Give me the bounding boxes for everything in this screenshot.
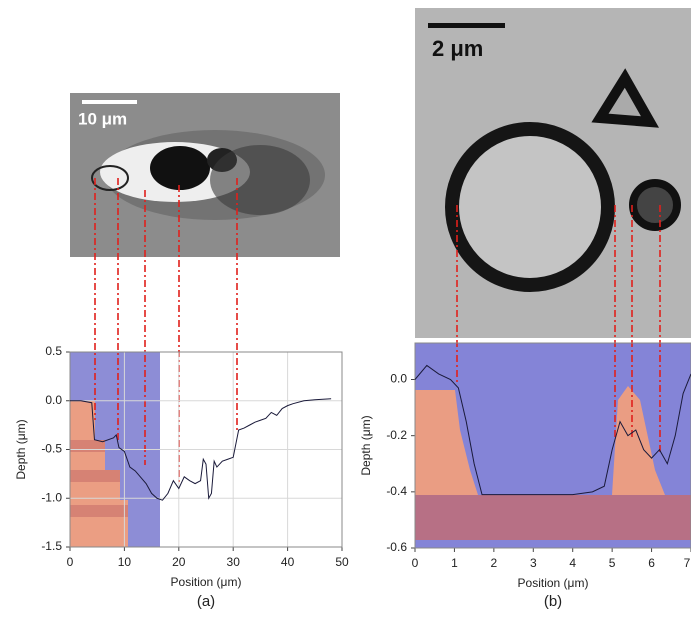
y-axis-label: Depth (μm) [14,419,28,479]
scale-label: 2 μm [432,36,483,61]
x-tick-label: 10 [118,555,132,569]
x-tick-label: 50 [335,555,349,569]
y-tick-label: -1.0 [41,490,62,504]
x-tick-label: 40 [281,555,295,569]
x-tick-label: 20 [172,555,186,569]
y-tick-label: -1.5 [41,539,62,553]
depth-line [70,398,332,501]
x-tick-label: 6 [648,556,655,570]
panel-label: (a) [197,593,215,610]
x-tick-label: 1 [451,556,458,570]
plot-frame [69,351,343,548]
depth-overlay-b [415,343,691,548]
x-tick-label: 4 [569,556,576,570]
x-tick-label: 3 [530,556,537,570]
y-tick-label: 0.0 [390,372,407,386]
panel-label: (b) [544,593,562,610]
y-tick-label: -0.2 [386,428,407,442]
x-tick-label: 2 [491,556,498,570]
y-tick-label: 0.5 [45,344,62,358]
y-tick-label: -0.4 [386,484,407,498]
micrograph-b: 2 μm [415,8,691,338]
y-tick-label: -0.6 [386,540,407,554]
y-axis-label: Depth (μm) [359,415,373,475]
y-tick-label: -0.5 [41,442,62,456]
y-tick-label: 0.0 [45,393,62,407]
depth-line [414,364,691,496]
x-tick-label: 0 [412,556,419,570]
micrograph-a: 10 μm [70,93,340,257]
x-tick-label: 5 [609,556,616,570]
x-axis-label: Position (μm) [171,575,242,589]
x-tick-label: 7 [684,556,691,570]
plot-frame [414,342,691,549]
x-tick-label: 30 [227,555,241,569]
x-axis-label: Position (μm) [518,576,589,590]
scale-label: 10 μm [78,109,127,128]
x-tick-label: 0 [67,555,74,569]
